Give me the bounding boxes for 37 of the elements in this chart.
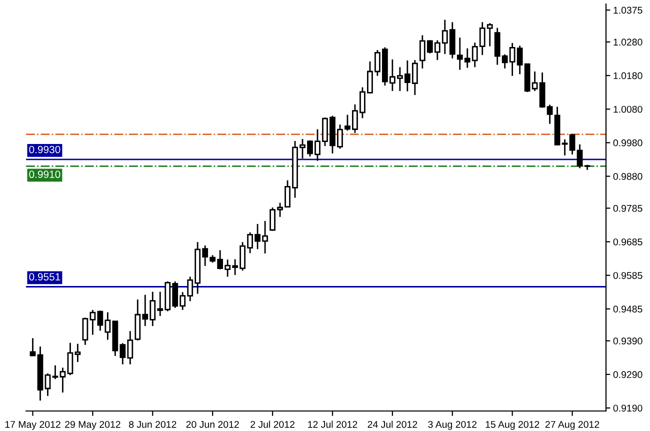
y-tick-label: 1.0180 — [614, 72, 642, 80]
x-tick-label: 12 Jul 2012 — [308, 420, 358, 428]
y-tick-label: 0.9880 — [613, 173, 642, 180]
candlestick — [30, 337, 36, 356]
y-tick-label: 0.9290 — [613, 371, 642, 378]
y-tick-label: 0.9685 — [613, 238, 642, 246]
ref-line-label: 0.9910 — [29, 170, 60, 178]
x-tick-label: 24 Jul 2012 — [368, 420, 418, 428]
y-tick-label: 1.0280 — [614, 38, 642, 46]
ref-line-label: 0.9551 — [29, 273, 60, 281]
y-tick-label: 0.9190 — [613, 404, 642, 412]
y-tick-label: 0.9785 — [613, 204, 642, 212]
candlestick — [562, 138, 568, 156]
candlestick — [44, 372, 51, 397]
y-tick-label: 0.9485 — [613, 306, 642, 313]
ref-line-label: 0.9930 — [29, 146, 60, 154]
x-tick-label: 27 Aug 2012 — [545, 420, 600, 430]
x-tick-label: 8 Jun 2012 — [129, 420, 176, 428]
candlestick — [569, 133, 576, 156]
candlestick — [576, 144, 583, 169]
candlestick — [52, 364, 58, 380]
candlestick — [60, 366, 66, 394]
x-tick-label: 29 May 2012 — [65, 420, 120, 430]
x-tick-label: 2 Jul 2012 — [250, 420, 294, 428]
x-tick-label: 3 Aug 2012 — [428, 420, 476, 430]
y-tick-label: 0.9980 — [613, 139, 642, 146]
candlestick — [67, 342, 74, 376]
y-tick-label: 0.9390 — [613, 338, 642, 344]
y-tick-label: 1.0375 — [614, 6, 642, 14]
candlestick — [82, 316, 88, 346]
candlestick — [546, 104, 553, 125]
x-tick-label: 15 Aug 2012 — [486, 420, 540, 430]
x-tick-label: 20 Jun 2012 — [186, 420, 239, 428]
y-tick-label: 0.9585 — [613, 272, 642, 279]
candlestick — [74, 343, 81, 363]
x-tick-label: 17 May 2012 — [5, 420, 60, 430]
y-tick-label: 1.0080 — [614, 106, 642, 113]
